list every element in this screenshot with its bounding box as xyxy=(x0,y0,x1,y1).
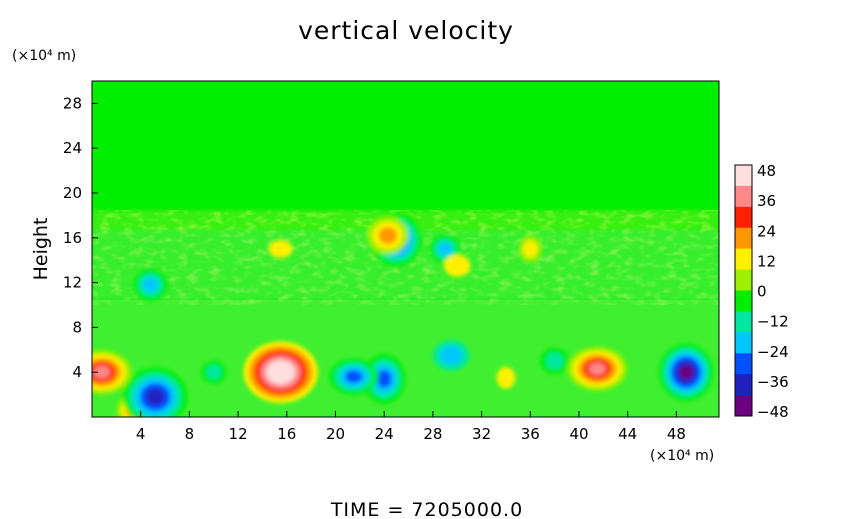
y-tick-label: 28 xyxy=(63,94,82,112)
feature-contour xyxy=(146,388,165,406)
feature-contour xyxy=(496,366,516,389)
feature-contour xyxy=(444,254,471,277)
colorbar-segment xyxy=(735,248,752,271)
heatmap-feature xyxy=(444,254,471,277)
y-tick-label: 20 xyxy=(63,184,82,202)
plot-frame xyxy=(91,80,720,418)
feature-contour xyxy=(345,370,363,384)
feature-contour xyxy=(206,365,222,380)
y-tick-label: 4 xyxy=(72,363,82,381)
x-tick-label: 28 xyxy=(423,425,442,443)
heatmap-feature xyxy=(496,366,516,389)
colorbar-tick-label: 24 xyxy=(757,222,776,240)
heatmap-feature xyxy=(243,341,318,403)
colorbar-frame xyxy=(734,164,753,417)
x-tick-label: 4 xyxy=(136,425,146,443)
heatmap-feature xyxy=(133,268,168,302)
colorbar-tick-label: −48 xyxy=(757,403,789,421)
heatmap-feature xyxy=(92,350,132,395)
colorbar-segment xyxy=(735,353,752,375)
feature-contour xyxy=(378,227,398,245)
feature-contour xyxy=(523,240,538,258)
colorbar-segment xyxy=(735,269,752,291)
colorbar-tick-label: −12 xyxy=(757,313,789,331)
x-tick-label: 16 xyxy=(277,425,296,443)
x-axis-unit: (×10⁴ m) xyxy=(650,448,714,464)
y-tick-label: 24 xyxy=(63,139,82,157)
x-tick-label: 8 xyxy=(185,425,195,443)
feature-contour xyxy=(93,365,111,379)
colorbar-segment xyxy=(735,290,752,312)
heatmap-feature xyxy=(367,216,409,255)
x-tick-label: 48 xyxy=(667,425,686,443)
y-axis-label: Height xyxy=(30,218,52,281)
feature-contour xyxy=(545,352,564,370)
colorbar-tick-label: −24 xyxy=(757,343,789,361)
heatmap-feature xyxy=(518,235,542,263)
colorbar-tick-label: 0 xyxy=(757,283,767,301)
colorbar-tick-label: 12 xyxy=(757,252,776,270)
y-axis-unit: (×10⁴ m) xyxy=(12,48,76,64)
heatmap-feature xyxy=(123,367,188,417)
colorbar-segment xyxy=(735,227,752,250)
x-tick-label: 32 xyxy=(472,425,491,443)
feature-contour xyxy=(142,277,159,293)
chart-title: vertical velocity xyxy=(298,16,514,45)
heatmap-feature xyxy=(432,340,470,371)
heatmap-feature xyxy=(201,360,227,384)
heatmap-feature xyxy=(540,347,570,375)
x-tick-label: 12 xyxy=(229,425,248,443)
feature-contour xyxy=(679,365,693,380)
heatmap-feature xyxy=(268,240,293,258)
feature-contour xyxy=(271,364,290,380)
time-footer: TIME = 7205000.0 xyxy=(330,499,523,519)
feature-contour xyxy=(438,242,452,256)
x-tick-label: 24 xyxy=(375,425,394,443)
feature-contour xyxy=(439,346,463,365)
feature-contour xyxy=(588,362,606,376)
x-tick-label: 40 xyxy=(569,425,588,443)
y-tick-label: 8 xyxy=(72,318,82,336)
colorbar-segment xyxy=(735,332,752,354)
heatmap-feature xyxy=(567,346,627,391)
colorbar-segment xyxy=(735,374,752,396)
colorbar-segment xyxy=(735,311,752,333)
heatmap-features xyxy=(92,213,714,417)
y-tick-label: 16 xyxy=(63,229,82,247)
feature-contour xyxy=(268,240,293,258)
colorbar-segment xyxy=(735,165,752,187)
colorbar-segment xyxy=(735,206,752,229)
colorbar-segment xyxy=(735,395,752,417)
x-tick-label: 44 xyxy=(618,425,637,443)
colorbar-tick-label: 36 xyxy=(757,192,776,210)
heatmap-feature xyxy=(329,358,379,395)
x-tick-label: 36 xyxy=(521,425,540,443)
feature-contour xyxy=(376,370,392,388)
x-axis: 4 8 12 16 20 24 28 32 36 40 44 48 xyxy=(136,411,686,443)
colorbar-segment xyxy=(735,185,752,208)
y-axis: 4 8 12 16 20 24 28 xyxy=(63,94,98,381)
heatmap-feature xyxy=(658,343,714,401)
colorbar-tick-label: 48 xyxy=(757,162,776,180)
x-tick-label: 20 xyxy=(326,425,345,443)
y-tick-label: 12 xyxy=(63,274,82,292)
plot-area xyxy=(92,81,719,417)
colorbar: 48 36 24 12 0 −12 −24 −36 −48 xyxy=(734,162,789,421)
colorbar-tick-label: −36 xyxy=(757,373,789,391)
